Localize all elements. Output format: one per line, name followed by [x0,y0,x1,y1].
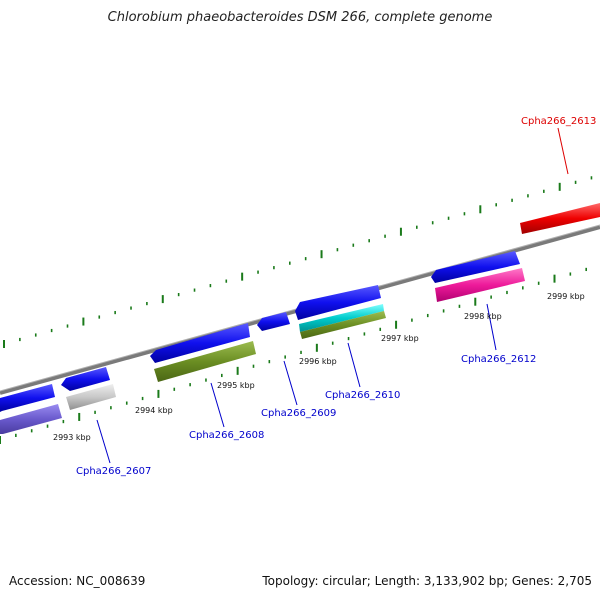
upper-tick-track [3,176,593,348]
gene-label-cpha266-2610[interactable]: Cpha266_2610 [325,390,400,401]
gene-arrow-1[interactable] [0,384,55,412]
kbp-label-2997: 2997 kbp [381,334,419,343]
kbp-label-2999: 2999 kbp [547,292,585,301]
gene-arrow-5[interactable] [295,285,381,320]
lower-tick-track [0,267,587,444]
gene-arrow-6[interactable] [431,251,520,283]
kbp-label-2994: 2994 kbp [135,406,173,415]
leader-cpha266-2610 [347,342,361,388]
leader-cpha266-2612 [486,303,497,351]
cog-bar-slate [0,404,62,434]
gene-arrow-3[interactable] [150,323,250,363]
cog-bar-magenta [435,268,525,302]
gene-label-cpha266-2608[interactable]: Cpha266_2608 [189,430,264,441]
gene-arrow-2[interactable] [61,367,110,391]
kbp-label-2996: 2996 kbp [299,357,337,366]
gene-label-cpha266-2612[interactable]: Cpha266_2612 [461,354,536,365]
leader-cpha266-2607 [96,419,111,464]
map-title: Chlorobium phaeobacteroides DSM 266, com… [107,10,493,25]
gene-label-cpha266-2613[interactable]: Cpha266_2613 [521,116,596,127]
leader-cpha266-2609 [283,360,298,406]
leader-cpha266-2613 [557,127,569,175]
gene-label-cpha266-2609[interactable]: Cpha266_2609 [261,408,336,419]
cog-bar-gray [66,384,116,410]
kbp-label-2995: 2995 kbp [217,381,255,390]
gene-arrow-4[interactable] [257,312,290,331]
cog-bar-olive-1 [154,341,256,382]
topology-summary: Topology: circular; Length: 3,133,902 bp… [262,574,592,588]
accession-text: Accession: NC_008639 [9,574,146,588]
leader-cpha266-2608 [210,382,225,428]
cog-bar-olive-2 [300,311,386,339]
cog-bar-cyan [299,304,384,332]
kbp-label-2993: 2993 kbp [53,433,91,442]
gene-label-cpha266-2607[interactable]: Cpha266_2607 [76,466,151,477]
gene-cpha266-2613[interactable] [520,203,600,234]
kbp-label-2998: 2998 kbp [464,312,502,321]
